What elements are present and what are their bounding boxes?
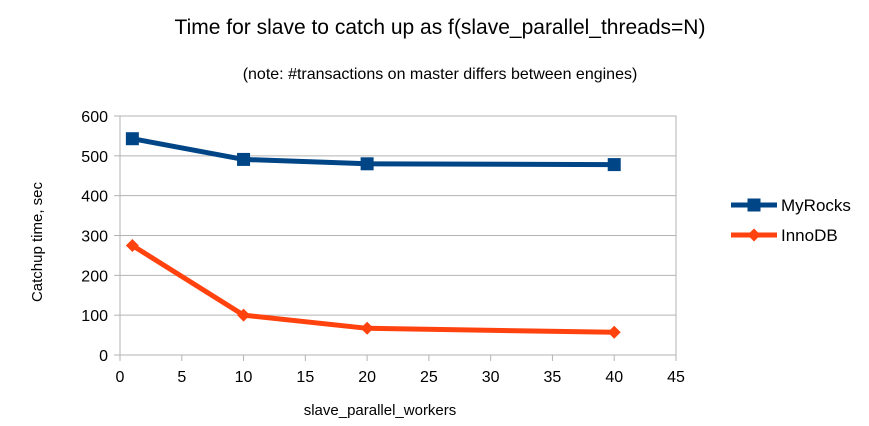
y-tick-label: 400: [81, 189, 108, 206]
legend-item-innodb: InnoDB: [731, 226, 838, 245]
y-axis-ticks: 0 100 200 300 400 500 600: [81, 109, 120, 365]
data-point-innodb: [125, 238, 139, 252]
data-point-innodb: [360, 321, 374, 335]
x-axis-label: slave_parallel_workers: [304, 402, 457, 419]
x-tick-label: 5: [177, 369, 186, 386]
data-point-innodb: [237, 308, 251, 322]
legend-label: InnoDB: [781, 226, 838, 245]
x-tick-label: 45: [667, 369, 685, 386]
chart-title: Time for slave to catch up as f(slave_pa…: [175, 16, 706, 39]
series-line-myrocks: [131, 136, 615, 168]
legend: MyRocks InnoDB: [731, 196, 851, 245]
x-axis-ticks: 0 5 10 15 20 25 30 35 40 45: [116, 355, 685, 386]
series-line-innodb: [131, 243, 615, 335]
y-tick-label: 600: [81, 109, 108, 126]
data-point-myrocks: [607, 158, 621, 172]
series-innodb: [125, 238, 621, 339]
y-tick-label: 0: [99, 348, 108, 365]
data-point-innodb: [607, 325, 621, 339]
data-point-myrocks: [237, 152, 251, 166]
data-point-myrocks: [360, 157, 374, 171]
grid-lines: [120, 115, 676, 356]
legend-marker: [747, 228, 761, 242]
series-myrocks: [125, 132, 621, 172]
y-tick-label: 100: [81, 308, 108, 325]
legend-label: MyRocks: [781, 196, 851, 215]
series-layer: [125, 132, 621, 339]
y-axis-label: Catchup time, sec: [29, 181, 46, 302]
legend-marker: [747, 198, 761, 212]
x-tick-label: 15: [296, 369, 314, 386]
chart-subtitle: (note: #transactions on master differs b…: [243, 66, 638, 83]
x-tick-label: 35: [544, 369, 562, 386]
y-tick-label: 500: [81, 149, 108, 166]
y-tick-label: 300: [81, 229, 108, 246]
x-tick-label: 30: [482, 369, 500, 386]
x-tick-label: 40: [605, 369, 623, 386]
data-point-myrocks: [125, 132, 139, 146]
x-tick-label: 25: [420, 369, 438, 386]
x-tick-label: 20: [358, 369, 376, 386]
x-tick-label: 0: [116, 369, 125, 386]
y-tick-label: 200: [81, 268, 108, 285]
x-tick-label: 10: [235, 369, 253, 386]
legend-item-myrocks: MyRocks: [731, 196, 851, 215]
